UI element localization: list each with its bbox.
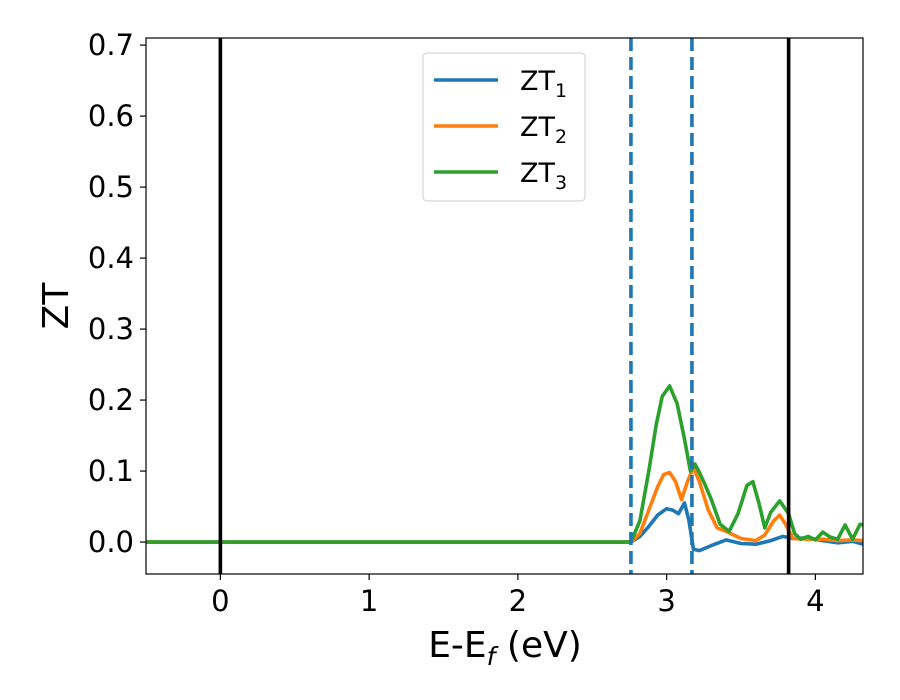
legend-label-zt3: ZT3 (520, 158, 567, 194)
x-tick-label-4: 4 (806, 584, 824, 618)
x-tick-label-3: 3 (657, 584, 675, 618)
y-tick-label-4: 0.4 (88, 241, 134, 275)
series-line-zt2 (146, 465, 863, 544)
legend-label-zt1: ZT1 (520, 66, 567, 102)
legend-entries: ZT1 ZT2 ZT3 (434, 66, 567, 194)
y-tick-label-6: 0.6 (88, 99, 134, 133)
x-tick-label-2: 2 (509, 584, 527, 618)
x-axis-label: E-Ef (eV) (428, 625, 582, 671)
y-tick-label-7: 0.7 (88, 28, 134, 62)
x-axis-label-main: E-E (428, 625, 486, 666)
y-tick-label-0: 0.0 (88, 525, 134, 559)
y-tick-label-2: 0.2 (88, 383, 134, 417)
x-tick-layer: 0 1 2 3 4 (211, 574, 825, 618)
plot-area (145, 37, 864, 575)
y-tick-label-1: 0.1 (88, 454, 134, 488)
x-tick-label-1: 1 (360, 584, 378, 618)
x-tick-label-0: 0 (211, 584, 229, 618)
legend: ZT1 ZT2 ZT3 (422, 52, 586, 202)
y-tick-label-3: 0.3 (88, 312, 134, 346)
series-line-zt3 (146, 384, 863, 544)
vertical-line-layer (218, 38, 791, 574)
series-layer (146, 384, 863, 553)
legend-box (422, 52, 586, 202)
axes-frame (145, 37, 864, 575)
y-tick-layer: 0.0 0.1 0.2 0.3 0.4 0.5 0.6 0.7 (88, 28, 146, 559)
x-axis-label-unit: (eV) (495, 625, 581, 666)
y-axis-label: ZT (36, 282, 77, 330)
y-tick-label-5: 0.5 (88, 170, 134, 204)
legend-label-zt2: ZT2 (520, 112, 567, 148)
